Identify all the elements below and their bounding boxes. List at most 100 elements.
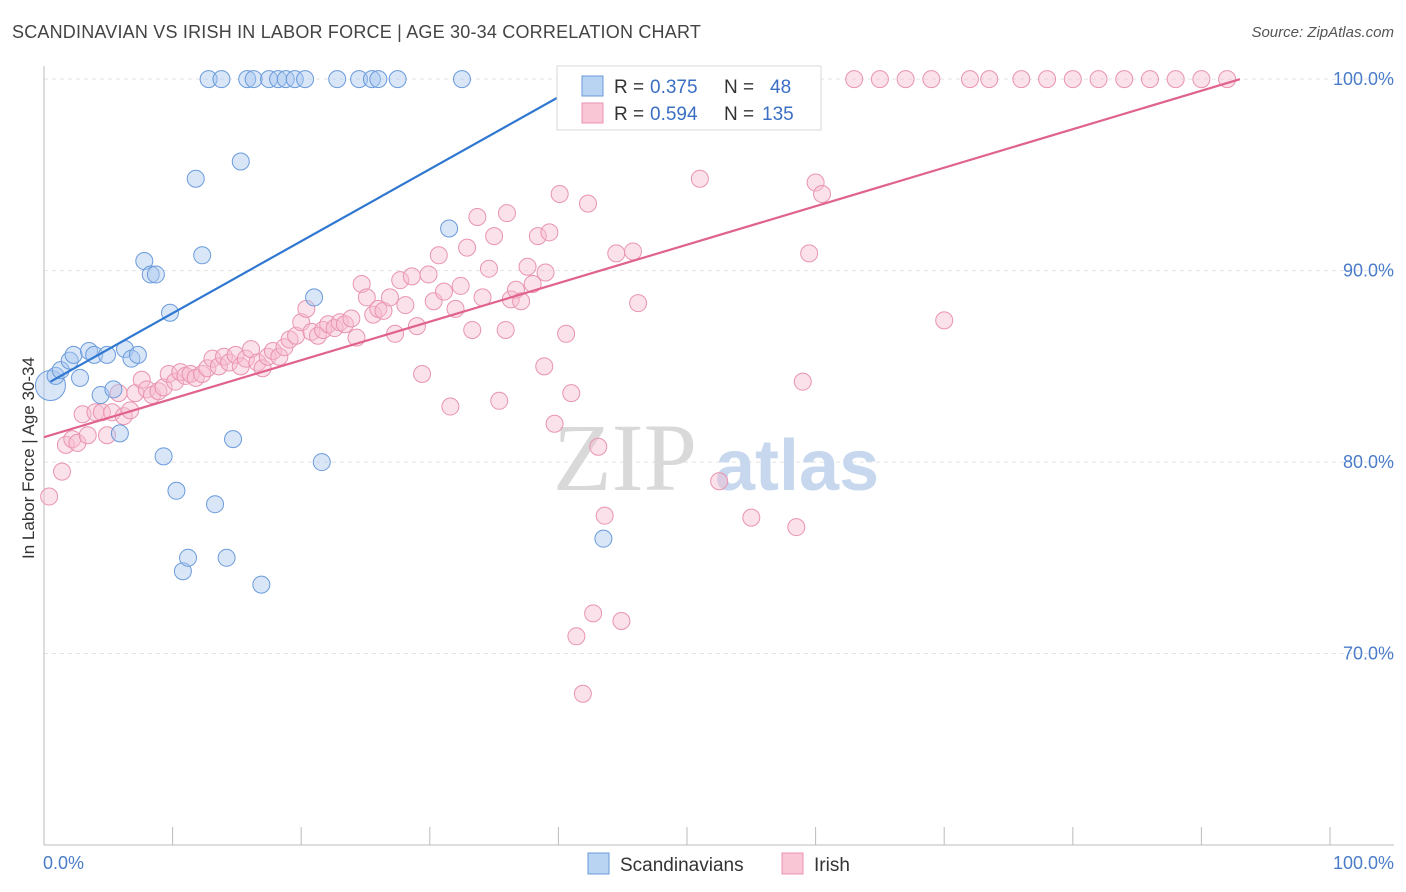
irish-point-43 [287,326,306,345]
irish-point-87 [528,227,547,246]
irish-point-28 [203,349,222,368]
irish-point-75 [463,320,482,339]
chart-title: SCANDINAVIAN VS IRISH IN LABOR FORCE | A… [12,22,702,42]
irish-point-97 [584,604,603,623]
scandinavians-point-30 [231,152,250,171]
legend-swatch-irish [581,102,604,124]
scandinavians-point-21 [173,562,192,581]
irish-point-95 [573,684,592,703]
scandinavians-point-4 [64,345,83,364]
scandinavians-point-10 [104,380,123,399]
legend-r-value-scandinavians: 0.375 [650,77,698,98]
irish-point-69 [429,246,448,265]
irish-point-127 [1038,70,1057,89]
irish-point-48 [314,320,333,339]
scandinavians-point-43 [362,70,381,89]
irish-point-136 [497,204,516,223]
irish-point-56 [357,288,376,307]
legend-n-label-scandinavians: N = [724,77,754,98]
scandinavians-point-42 [350,70,369,89]
scandinavians-point-47 [452,70,471,89]
trend-lines [43,78,1241,439]
irish-point-0 [40,487,59,506]
scandinavians-point-20 [167,481,186,500]
watermark-zip: ZIP [553,404,697,511]
irish-point-67 [419,265,438,284]
irish-point-80 [490,391,509,410]
irish-point-93 [562,384,581,403]
irish-point-74 [458,238,477,257]
irish-point-128 [1063,70,1082,89]
irish-point-19 [154,378,173,397]
irish-point-89 [540,223,559,242]
irish-point-91 [550,185,569,204]
irish-point-130 [1115,70,1134,89]
irish-point-125 [980,70,999,89]
scandinavians-point-36 [276,70,295,89]
scandinavians-point-5 [71,368,90,387]
irish-point-124 [960,70,979,89]
irish-point-117 [806,173,825,192]
source-credit: Source: ZipAtlas.com [1251,24,1394,41]
y-tick-labels: 70.0% 80.0% 90.0% 100.0% [1333,69,1394,663]
irish-point-132 [1166,70,1185,89]
y-axis-label: In Labor Force | Age 30-34 [19,357,38,559]
irish-point-78 [479,259,498,278]
scandinavians-point-39 [305,288,324,307]
y-tick-label-70: 70.0% [1343,644,1394,664]
irish-point-55 [352,275,371,294]
irish-point-21 [166,372,185,391]
irish-point-60 [380,288,399,307]
scandinavians-point-29 [224,430,243,449]
scandinavians-point-41 [328,70,347,89]
y-tick-label-100: 100.0% [1333,69,1394,89]
irish-point-73 [451,276,470,295]
irish-point-29 [209,357,228,376]
irish-points [40,70,1237,703]
watermark-atlas: atlas [715,426,879,506]
irish-point-40 [270,347,289,366]
irish-point-94 [567,627,586,646]
y-tick-label-90: 90.0% [1343,261,1394,281]
irish-point-31 [220,353,239,372]
irish-point-63 [396,296,415,315]
legend-r-label-scandinavians: R = [614,77,644,98]
irish-point-96 [578,194,597,213]
irish-point-118 [813,185,832,204]
irish-point-92 [557,324,576,343]
irish-point-116 [800,244,819,263]
irish-point-6 [78,426,97,445]
irish-point-131 [1140,70,1159,89]
irish-point-99 [595,506,614,525]
scandinavians-point-26 [206,495,225,514]
scandinavians-point-32 [244,70,263,89]
scandinavians-point-24 [193,246,212,265]
series-legend: Scandinavians Irish [587,852,850,876]
irish-point-84 [512,292,531,311]
scandinavian-points [34,70,613,594]
irish-point-121 [896,70,915,89]
x-tick-label-max: 100.0% [1333,853,1394,873]
irish-point-115 [793,372,812,391]
scandinavians-point-25 [199,70,218,89]
scandinavians-point-16 [141,265,160,284]
scandinavians-point-40 [312,453,331,472]
irish-point-133 [1192,70,1211,89]
irish-point-50 [325,319,344,338]
irish-point-62 [391,271,410,290]
scandinavians-point-37 [285,70,304,89]
irish-point-101 [607,244,626,263]
scandinavians-point-11 [110,424,129,443]
irish-point-85 [518,257,537,276]
y-tick-label-80: 80.0% [1343,452,1394,472]
irish-point-102 [612,611,631,630]
irish-point-98 [589,437,608,456]
irish-point-26 [193,365,212,383]
irish-point-120 [870,70,889,89]
scandinavians-point-45 [388,70,407,89]
irish-point-30 [215,347,234,366]
series-swatch-scandinavians [587,852,610,875]
scandinavians-trend-line [49,78,592,383]
irish-point-88 [535,357,554,376]
